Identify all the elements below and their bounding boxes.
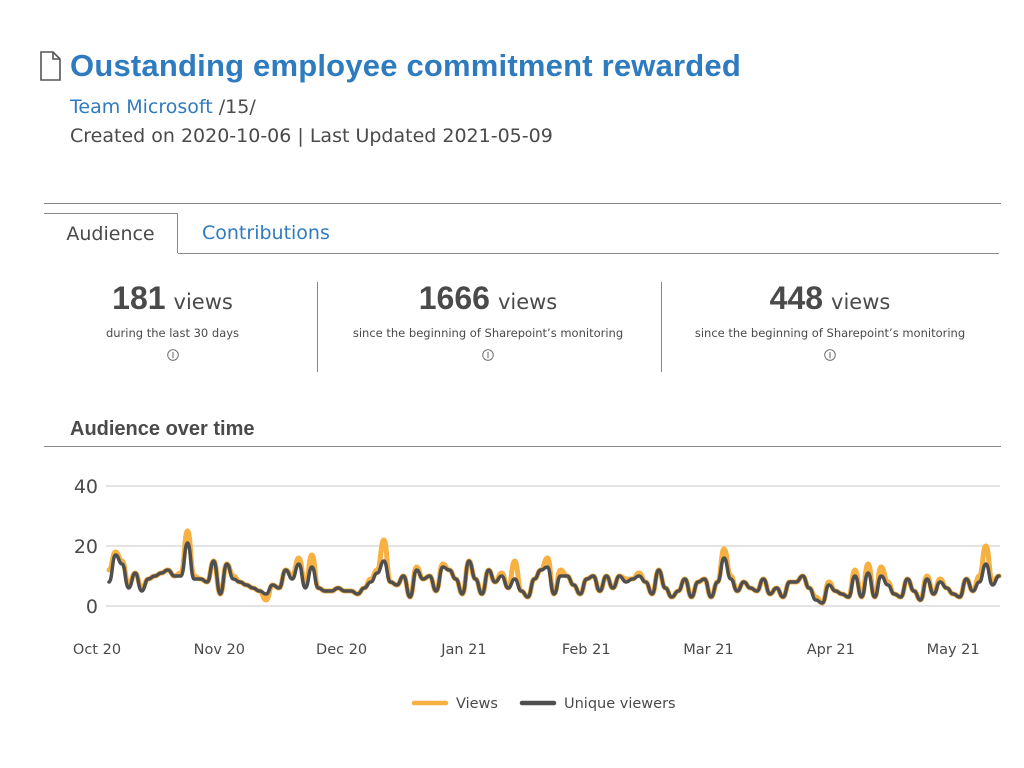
tab-audience[interactable]: Audience: [44, 213, 178, 253]
y-tick-label: 0: [86, 596, 98, 618]
team-path: /15/: [212, 96, 256, 118]
stat-views-30-days: 181 views during the last 30 days: [70, 280, 275, 365]
stat-views-total: 1666 views since the beginning of Sharepo…: [330, 280, 646, 365]
info-icon[interactable]: [166, 349, 179, 361]
series-line-views: [106, 528, 1002, 606]
stat-divider: [661, 282, 662, 372]
stat-unit: views: [831, 290, 891, 314]
x-tick-label: Nov 20: [194, 642, 245, 658]
document-icon: [40, 51, 61, 81]
legend-label: Views: [456, 696, 498, 712]
series-line-unique-viewers: [107, 541, 1001, 605]
team-link[interactable]: Team Microsoft: [70, 96, 213, 118]
x-tick-label: Mar 21: [683, 642, 733, 658]
team-line: Team Microsoft /15/: [70, 96, 256, 118]
x-tick-label: Jan 21: [440, 642, 486, 658]
tab-contributions[interactable]: Contributions: [202, 222, 330, 244]
stat-unique-viewers-total: 448 views since the beginning of Sharepoi…: [672, 280, 988, 365]
info-icon[interactable]: [824, 349, 836, 361]
stat-value: 1666: [418, 280, 490, 316]
audience-chart: 0 20 40 Oct 20 Nov 20 Dec 20 Jan 21 Feb 21 Mar 2…: [73, 476, 1002, 712]
title-row: Oustanding employee commitment rewarded: [38, 48, 741, 84]
tabs-top-divider: [44, 203, 1001, 204]
dates-line: Created on 2020-10-06 | Last Updated 202…: [70, 125, 553, 147]
section-title: Audience over time: [70, 418, 255, 440]
stat-value: 181: [112, 280, 166, 316]
stat-value: 448: [769, 280, 824, 316]
section-divider: [44, 446, 1001, 447]
stat-divider: [317, 282, 318, 372]
x-tick-label: Dec 20: [316, 642, 367, 658]
legend-label: Unique viewers: [564, 696, 676, 712]
x-tick-label: May 21: [927, 642, 980, 658]
x-tick-label: Oct 20: [73, 642, 121, 658]
stat-description: since the beginning of Sharepoint’s moni…: [694, 326, 966, 340]
stat-unit: views: [173, 290, 233, 314]
tabs-bottom-divider: [178, 253, 999, 254]
y-tick-label: 20: [74, 536, 98, 558]
x-tick-label: Feb 21: [562, 642, 611, 658]
y-tick-label: 40: [74, 476, 98, 498]
stat-unit: views: [497, 290, 558, 314]
page-title: Oustanding employee commitment rewarded: [70, 48, 742, 83]
x-tick-label: Apr 21: [807, 642, 855, 658]
info-icon[interactable]: [482, 349, 494, 361]
stat-description: since the beginning of Sharepoint’s moni…: [352, 326, 624, 340]
stat-description: during the last 30 days: [105, 326, 240, 340]
